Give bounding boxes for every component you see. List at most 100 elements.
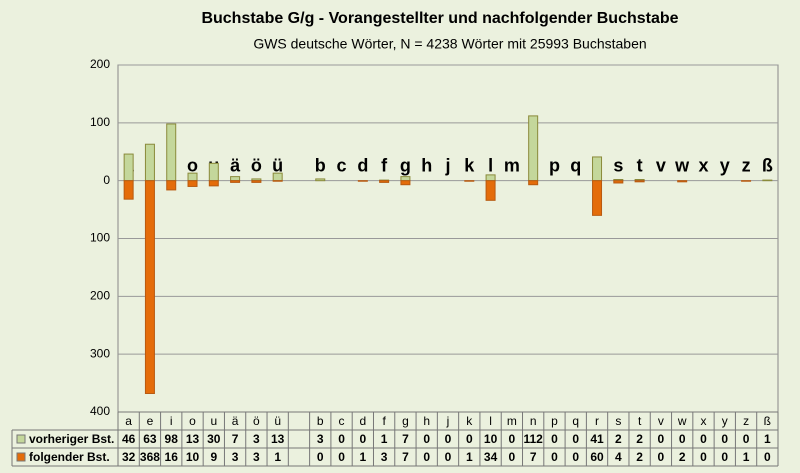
category-letter: k: [464, 155, 475, 175]
table-value: 34: [484, 450, 498, 464]
category-letter: v: [656, 155, 666, 175]
category-letter: z: [742, 155, 751, 175]
bar: [166, 123, 177, 182]
x-tick-label: a: [125, 414, 132, 428]
bar: [400, 180, 411, 186]
x-tick-label: m: [507, 414, 517, 428]
table-value: 3: [253, 450, 260, 464]
x-tick-label: ä: [232, 414, 239, 428]
x-tick-label: ü: [274, 414, 281, 428]
x-tick-label: n: [530, 414, 537, 428]
category-letter: f: [381, 155, 388, 175]
table-value: 2: [615, 432, 622, 446]
category-letter: ä: [230, 155, 241, 175]
table-value: 2: [636, 432, 643, 446]
x-tick-label: w: [677, 414, 687, 428]
bar: [187, 180, 198, 187]
table-value: 0: [551, 450, 558, 464]
bar: [379, 180, 390, 183]
table-value: 0: [509, 450, 516, 464]
table-value: 1: [381, 432, 388, 446]
legend-swatch: [16, 434, 26, 444]
table-value: 1: [743, 450, 750, 464]
y-tick-label: 100: [90, 115, 110, 129]
table-value: 13: [271, 432, 285, 446]
table-value: 3: [232, 450, 239, 464]
x-tick-label: r: [595, 414, 599, 428]
x-tick-label: y: [722, 414, 728, 428]
x-tick-label: u: [210, 414, 217, 428]
table-value: 0: [466, 432, 473, 446]
bar: [208, 162, 219, 182]
table-value: 0: [572, 450, 579, 464]
table-value: 0: [721, 450, 728, 464]
x-tick-label: e: [147, 414, 154, 428]
category-letter: j: [444, 155, 450, 175]
bar: [613, 180, 624, 184]
table-value: 2: [636, 450, 643, 464]
table-value: 10: [484, 432, 498, 446]
y-tick-label: 0: [103, 173, 110, 187]
table-value: 10: [186, 450, 200, 464]
table-value: 1: [274, 450, 281, 464]
table-value: 0: [509, 432, 516, 446]
category-letter: s: [613, 155, 623, 175]
x-tick-label: s: [615, 414, 621, 428]
bar: [634, 180, 645, 183]
x-tick-label: f: [382, 414, 386, 428]
y-tick-label: 100: [90, 231, 110, 245]
legend-swatch: [16, 452, 26, 462]
bar: [272, 180, 283, 182]
table-value: 0: [423, 432, 430, 446]
bar: [485, 180, 496, 201]
bar: [230, 180, 241, 183]
table-value: 0: [679, 432, 686, 446]
table-value: 0: [338, 450, 345, 464]
table-value: 0: [658, 450, 665, 464]
category-letter: q: [570, 155, 581, 175]
table-value: 0: [551, 432, 558, 446]
table-value: 9: [210, 450, 217, 464]
category-letter: h: [421, 155, 432, 175]
table-value: 60: [590, 450, 604, 464]
category-letter: p: [549, 155, 560, 175]
x-tick-label: i: [170, 414, 173, 428]
table-value: 0: [317, 450, 324, 464]
table-value: 0: [338, 432, 345, 446]
table-value: 4: [615, 450, 622, 464]
bar: [464, 180, 475, 182]
chart-title: Buchstabe G/g - Vorangestellter und nach…: [201, 10, 678, 27]
table-value: 3: [381, 450, 388, 464]
bar: [187, 172, 198, 182]
x-tick-label: p: [551, 414, 558, 428]
table-value: 13: [186, 432, 200, 446]
table-value: 0: [445, 432, 452, 446]
table-value: 3: [317, 432, 324, 446]
table-value: 0: [423, 450, 430, 464]
bar: [315, 178, 326, 182]
bar: [528, 180, 539, 186]
x-tick-label: o: [189, 414, 196, 428]
table-value: 0: [721, 432, 728, 446]
table-value: 41: [590, 432, 604, 446]
table-value: 7: [402, 432, 409, 446]
x-tick-label: v: [658, 414, 664, 428]
x-tick-label: l: [489, 414, 492, 428]
x-tick-label: j: [446, 414, 450, 428]
y-tick-label: 300: [90, 346, 110, 360]
x-tick-label: q: [572, 414, 579, 428]
x-tick-label: c: [339, 414, 345, 428]
table-value: 7: [530, 450, 537, 464]
category-letter: y: [720, 155, 730, 175]
x-tick-label: ß: [764, 414, 771, 428]
bar: [741, 180, 752, 182]
bar: [357, 180, 368, 182]
category-letter: t: [637, 155, 643, 175]
y-tick-label: 200: [90, 289, 110, 303]
bar: [144, 180, 155, 394]
table-value: 0: [700, 432, 707, 446]
table-value: 0: [700, 450, 707, 464]
y-tick-label: 200: [90, 57, 110, 71]
legend-label: vorheriger Bst.: [29, 432, 114, 446]
table-value: 63: [143, 432, 157, 446]
